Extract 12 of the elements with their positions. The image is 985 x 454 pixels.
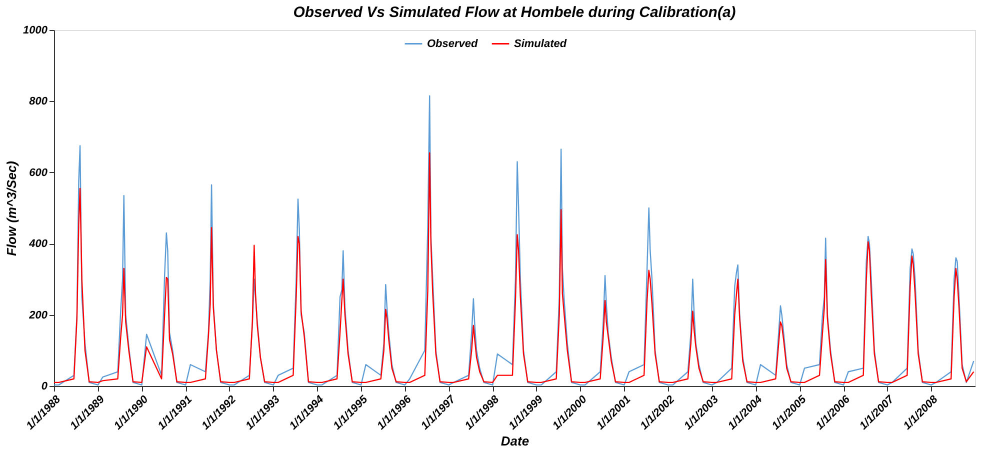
x-axis-title: Date — [500, 434, 530, 449]
y-tick-label: 200 — [28, 309, 48, 322]
chart-title: Observed Vs Simulated Flow at Hombele during Calibration(a) — [293, 4, 736, 21]
legend-label: Observed — [427, 38, 478, 50]
y-tick-label: 800 — [29, 96, 48, 108]
y-tick-label: 600 — [29, 166, 48, 179]
y-tick-label: 1000 — [23, 24, 48, 36]
y-tick-label: 400 — [28, 238, 48, 250]
y-tick-label: 0 — [41, 380, 48, 392]
y-axis-title: Flow (m^3/Sec) — [4, 161, 20, 256]
line-series — [53, 152, 974, 384]
legend-label: Simulated — [514, 38, 567, 50]
